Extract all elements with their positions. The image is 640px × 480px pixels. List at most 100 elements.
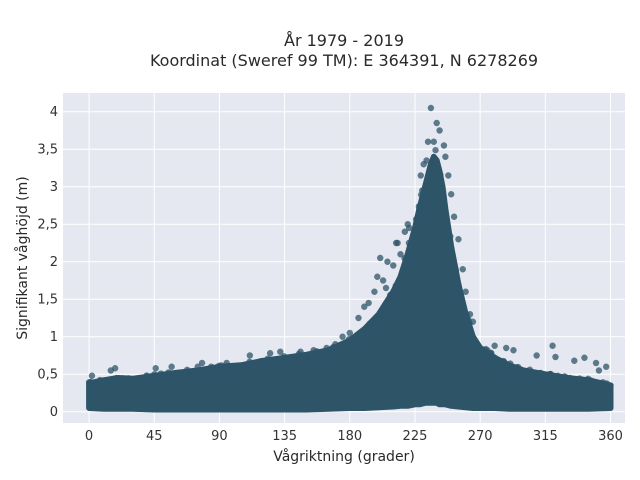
data-point xyxy=(452,266,460,274)
data-point xyxy=(466,311,474,318)
y-tick-label: 2 xyxy=(50,255,58,270)
data-point xyxy=(401,255,408,262)
data-point xyxy=(536,374,543,381)
data-point xyxy=(571,357,578,364)
data-point xyxy=(397,290,404,298)
data-point xyxy=(465,324,472,332)
data-point xyxy=(433,119,440,127)
data-point xyxy=(165,369,172,376)
data-point xyxy=(442,214,450,221)
data-point xyxy=(377,254,384,262)
data-point xyxy=(406,252,413,259)
data-point xyxy=(429,171,437,179)
point-cloud xyxy=(86,153,614,413)
data-point xyxy=(401,228,409,235)
y-tick-label: 4 xyxy=(50,105,58,120)
data-points xyxy=(85,104,614,413)
data-point xyxy=(334,347,341,355)
data-point xyxy=(501,366,508,374)
data-point xyxy=(168,363,175,370)
data-point xyxy=(419,187,426,194)
data-point xyxy=(445,172,452,179)
data-point xyxy=(393,295,400,302)
data-point xyxy=(450,213,458,220)
data-point xyxy=(120,379,127,386)
data-point xyxy=(415,232,423,239)
x-tick-label: 360 xyxy=(598,429,623,444)
data-point xyxy=(442,219,449,226)
data-point xyxy=(339,333,346,340)
data-point xyxy=(345,336,353,343)
data-point xyxy=(511,366,518,373)
data-point xyxy=(554,372,561,380)
x-axis-ticks: 0 45 90 135 180 225 270 315 360 xyxy=(85,429,623,444)
data-point xyxy=(392,239,400,247)
data-point xyxy=(194,372,202,379)
data-point xyxy=(422,209,429,217)
data-point xyxy=(421,201,428,208)
data-point xyxy=(346,344,353,351)
y-axis-label: Signifikant våghöjd (m) xyxy=(14,176,31,339)
data-point xyxy=(371,288,378,295)
data-point xyxy=(432,146,439,154)
data-point xyxy=(187,373,195,381)
data-point xyxy=(318,355,326,362)
data-point xyxy=(125,378,133,386)
data-point xyxy=(503,344,510,352)
data-point xyxy=(469,337,476,345)
x-tick-label: 90 xyxy=(211,429,228,444)
data-point xyxy=(270,360,277,367)
data-point xyxy=(143,372,150,379)
data-point xyxy=(259,358,267,366)
x-tick-label: 45 xyxy=(146,429,163,444)
data-point xyxy=(607,382,614,389)
data-point xyxy=(549,342,556,349)
data-point xyxy=(469,318,477,325)
data-point xyxy=(365,327,372,334)
data-point xyxy=(447,233,454,240)
data-point xyxy=(387,291,394,299)
data-point xyxy=(365,299,372,307)
data-point xyxy=(166,375,174,383)
data-point xyxy=(602,363,610,370)
data-point xyxy=(310,347,317,354)
data-point xyxy=(266,350,274,357)
data-point xyxy=(88,372,96,379)
y-tick-label: 0,5 xyxy=(37,367,58,382)
data-point xyxy=(246,352,254,359)
data-point xyxy=(461,317,468,325)
y-tick-label: 0 xyxy=(50,405,58,420)
data-point xyxy=(301,359,308,366)
data-point xyxy=(277,348,284,355)
data-point xyxy=(323,344,330,352)
x-tick-label: 315 xyxy=(533,429,558,444)
data-point xyxy=(565,376,572,384)
y-tick-label: 1,5 xyxy=(37,292,58,307)
data-point xyxy=(486,356,493,363)
data-point xyxy=(379,277,387,284)
x-tick-label: 180 xyxy=(337,429,362,444)
data-point xyxy=(325,351,332,358)
data-point xyxy=(314,352,321,359)
data-point xyxy=(293,359,300,367)
data-point xyxy=(355,335,363,343)
data-point xyxy=(355,314,362,322)
data-point xyxy=(500,358,508,366)
chart-title: År 1979 - 2019 xyxy=(284,31,404,50)
x-tick-label: 0 xyxy=(85,429,93,444)
data-point xyxy=(430,138,438,145)
data-point xyxy=(456,291,464,298)
data-point xyxy=(533,352,540,359)
data-point xyxy=(194,363,201,370)
data-point xyxy=(280,353,288,360)
x-tick-label: 270 xyxy=(468,429,493,444)
data-point xyxy=(595,367,603,374)
data-point xyxy=(332,341,339,348)
data-point xyxy=(240,366,248,373)
data-point xyxy=(416,206,423,213)
y-tick-label: 3,5 xyxy=(37,142,58,157)
data-point xyxy=(346,329,353,337)
data-point xyxy=(374,273,381,280)
data-point xyxy=(462,288,469,295)
y-tick-label: 3 xyxy=(50,180,58,195)
